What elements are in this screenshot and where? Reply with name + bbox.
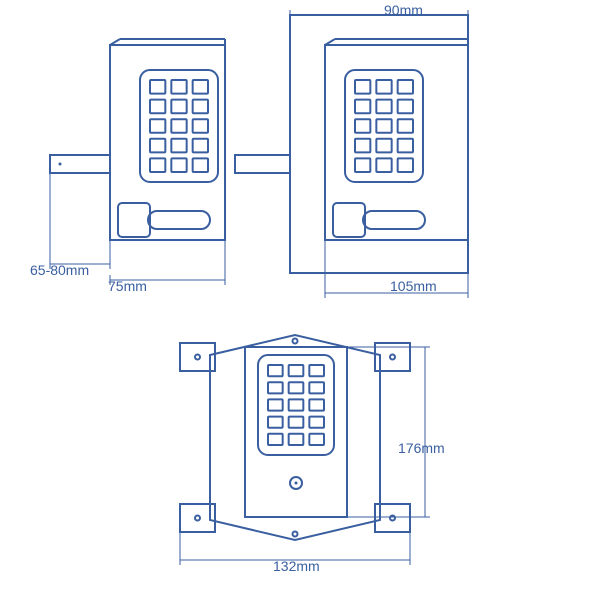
dim-right-plate-top: 90mm: [384, 2, 423, 18]
dim-left-width: 75mm: [108, 278, 147, 294]
dim-bottom-height: 176mm: [398, 440, 445, 456]
dim-left-latch: 65-80mm: [30, 262, 89, 278]
dim-right-body-width: 105mm: [390, 278, 437, 294]
dim-bottom-width: 132mm: [273, 558, 320, 574]
lock-dimensions-diagram: [0, 0, 609, 609]
